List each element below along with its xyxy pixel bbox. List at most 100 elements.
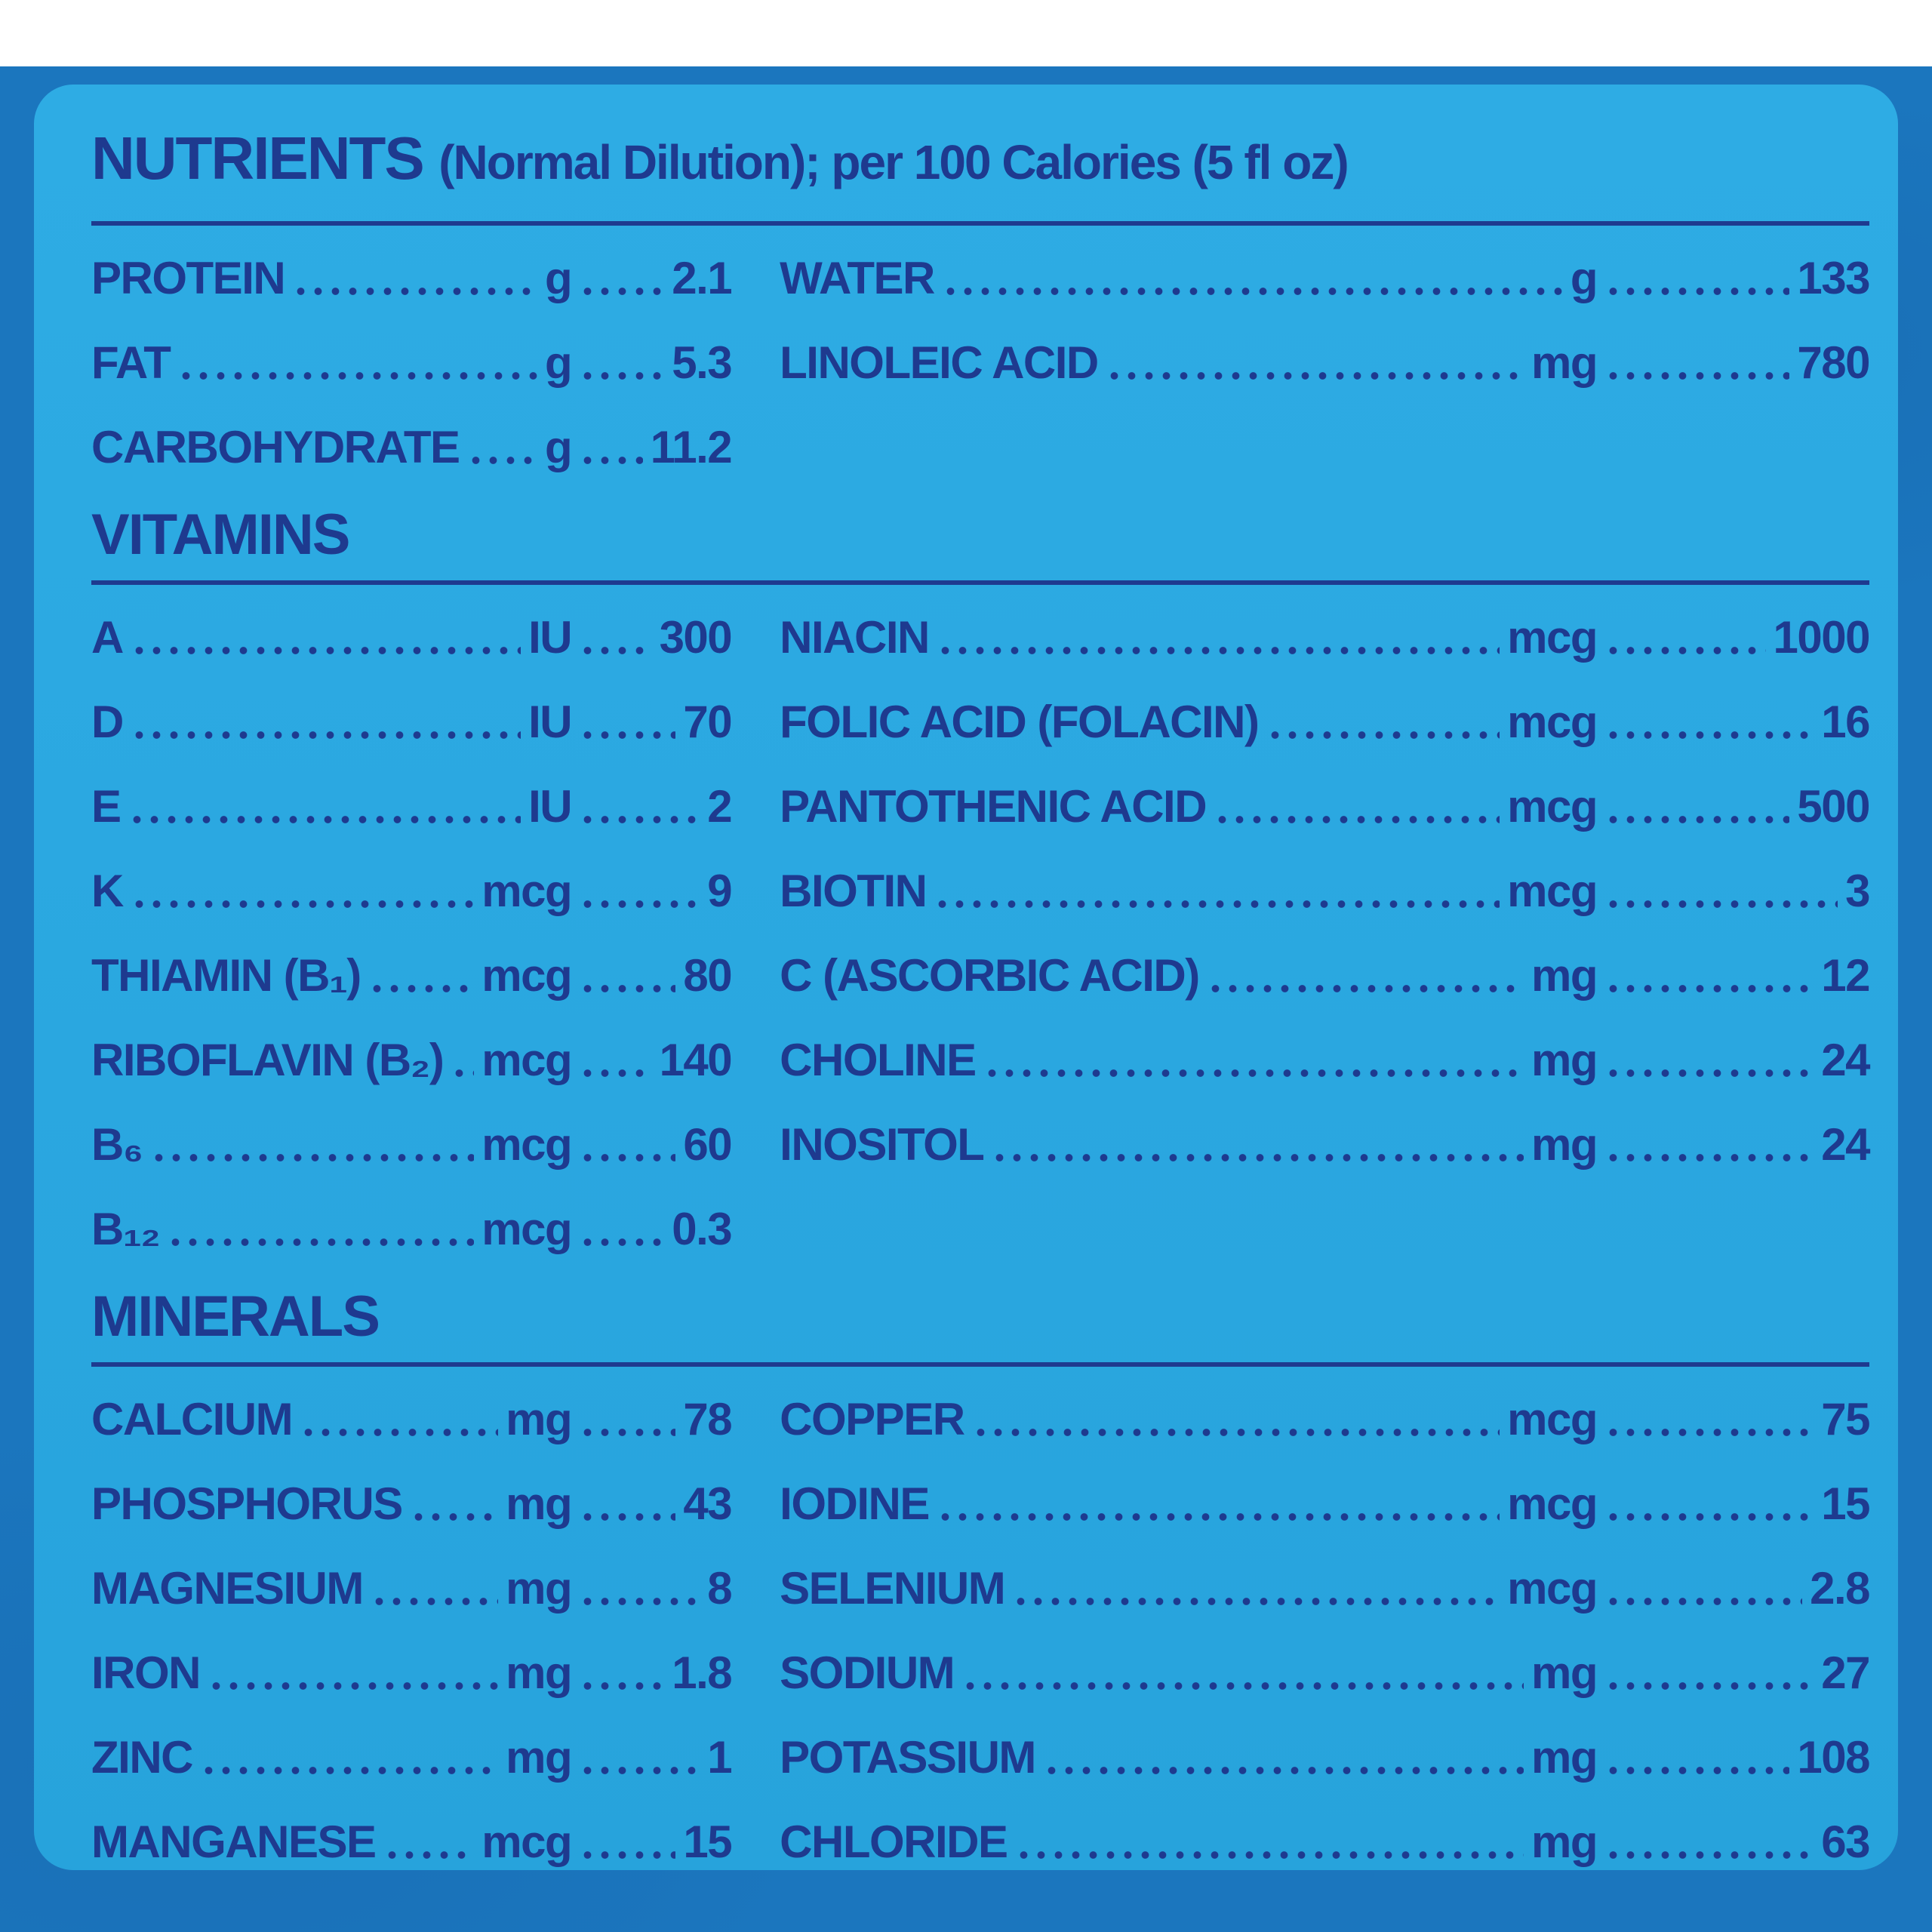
nutrient-value: 78	[683, 1394, 732, 1444]
nutrient-unit: g	[544, 253, 573, 303]
nutrient-unit: mcg	[481, 1204, 572, 1254]
nutrient-unit: mcg	[1507, 1394, 1598, 1444]
nutrient-value: 27	[1821, 1647, 1870, 1698]
nutrient-label: K	[91, 866, 124, 916]
row-vitamin-a: A IU 300	[91, 595, 733, 680]
dot-leader	[982, 1018, 1525, 1103]
row-carbohydrate: CARBOHYDRATE g 11.2	[91, 405, 733, 490]
dot-leader	[165, 1187, 475, 1272]
nutrient-value: 70	[683, 697, 732, 747]
nutrient-label: CALCIUM	[91, 1394, 294, 1444]
dot-leader	[1265, 680, 1502, 764]
nutrient-unit: IU	[528, 781, 573, 832]
nutrient-label: POTASSIUM	[780, 1732, 1036, 1783]
dot-leader	[577, 236, 666, 321]
dot-leader	[577, 1103, 677, 1187]
dot-leader	[577, 849, 701, 934]
nutrient-value: 8	[707, 1563, 732, 1614]
nutrient-value: 2.8	[1810, 1563, 1870, 1614]
dot-leader	[176, 321, 539, 405]
nutrient-label: RIBOFLAVIN (B₂)	[91, 1035, 445, 1085]
nutrition-facts-panel: NUTRIENTS (Normal Dilution); per 100 Cal…	[34, 85, 1898, 1870]
dot-leader	[129, 680, 522, 764]
nutrient-label: MANGANESE	[91, 1817, 377, 1867]
nutrient-value: 108	[1797, 1732, 1870, 1783]
nutrient-unit: g	[1570, 253, 1598, 303]
dot-leader	[577, 321, 666, 405]
nutrient-label: C (ASCORBIC ACID)	[780, 950, 1200, 1001]
top-white-strip	[0, 0, 1932, 66]
dot-leader	[367, 934, 476, 1018]
dot-leader	[940, 236, 1564, 321]
dot-leader	[935, 1462, 1501, 1546]
nutrient-unit: mg	[506, 1732, 573, 1783]
nutrient-label: B₆	[91, 1119, 143, 1170]
dot-leader	[989, 1103, 1525, 1187]
dot-leader	[577, 405, 645, 490]
dot-leader	[1603, 595, 1767, 680]
dot-leader	[577, 1715, 701, 1800]
dot-leader	[577, 680, 677, 764]
nutrient-unit: g	[544, 422, 573, 472]
row-sodium: SODIUM mg 27	[780, 1631, 1870, 1715]
row-iron: IRON mg 1.8	[91, 1631, 733, 1715]
nutrient-value: 2.1	[672, 253, 732, 303]
nutrient-label: E	[91, 781, 122, 832]
dot-leader	[1603, 849, 1839, 934]
nutrient-unit: mcg	[1507, 612, 1598, 663]
nutrient-label: A	[91, 612, 124, 663]
nutrient-value: 15	[683, 1817, 732, 1867]
dot-leader	[291, 236, 539, 321]
nutrient-unit: mg	[506, 1394, 573, 1444]
nutrient-unit: mcg	[1507, 697, 1598, 747]
row-selenium: SELENIUM mcg 2.8	[780, 1546, 1870, 1631]
nutrient-unit: mg	[1531, 1119, 1598, 1170]
dot-leader	[298, 1377, 500, 1462]
dot-leader	[149, 1103, 476, 1187]
macronutrients-right-column: WATER g 133 LINOLEIC ACID mg 780	[780, 236, 1870, 490]
minerals-left-column: CALCIUM mg 78 PHOSPHORUS mg 43 MAGNESIUM mg…	[91, 1377, 733, 1884]
nutrient-label: B₁₂	[91, 1204, 161, 1254]
dot-leader	[577, 1631, 666, 1715]
row-copper: COPPER mcg 75	[780, 1377, 1870, 1462]
nutrient-label: COPPER	[780, 1394, 965, 1444]
nutrient-unit: mcg	[1507, 781, 1598, 832]
nutrient-value: 3	[1845, 866, 1870, 916]
macronutrients-left-column: PROTEIN g 2.1 FAT g 5.3 CARBOHYDRATE g 11.2	[91, 236, 733, 490]
row-iodine: IODINE mcg 15	[780, 1462, 1870, 1546]
row-potassium: POTASSIUM mg 108	[780, 1715, 1870, 1800]
dot-leader	[1603, 764, 1791, 849]
row-linoleic-acid: LINOLEIC ACID mg 780	[780, 321, 1870, 405]
nutrient-unit: IU	[528, 697, 573, 747]
nutrient-value: 2	[707, 781, 732, 832]
nutrient-label: FAT	[91, 337, 171, 388]
dot-leader	[1011, 1546, 1501, 1631]
nutrient-unit: mcg	[481, 1035, 572, 1085]
nutrient-value: 16	[1821, 697, 1870, 747]
dot-leader	[1603, 1715, 1791, 1800]
dot-leader	[1603, 1631, 1815, 1715]
dot-leader	[960, 1631, 1525, 1715]
nutrient-label: BIOTIN	[780, 866, 928, 916]
dot-leader	[206, 1631, 500, 1715]
nutrient-label: SODIUM	[780, 1647, 955, 1698]
dot-leader	[577, 934, 677, 1018]
vitamins-heading: VITAMINS	[91, 503, 350, 567]
nutrient-value: 133	[1797, 253, 1870, 303]
row-niacin: NIACIN mcg 1000	[780, 595, 1870, 680]
nutrient-label: LINOLEIC ACID	[780, 337, 1099, 388]
row-biotin: BIOTIN mcg 3	[780, 849, 1870, 934]
dot-leader	[1041, 1715, 1525, 1800]
nutrient-value: 5.3	[672, 337, 732, 388]
nutrient-unit: mg	[506, 1563, 573, 1614]
nutrient-label: D	[91, 697, 124, 747]
nutrient-unit: mg	[1531, 950, 1598, 1001]
nutrient-unit: mg	[1531, 1647, 1598, 1698]
dot-leader	[1603, 1018, 1815, 1103]
row-protein: PROTEIN g 2.1	[91, 236, 733, 321]
nutrient-label: CHOLINE	[780, 1035, 977, 1085]
row-riboflavin-b2: RIBOFLAVIN (B₂) mcg 140	[91, 1018, 733, 1103]
dot-leader	[1014, 1800, 1526, 1884]
dot-leader	[577, 1546, 701, 1631]
